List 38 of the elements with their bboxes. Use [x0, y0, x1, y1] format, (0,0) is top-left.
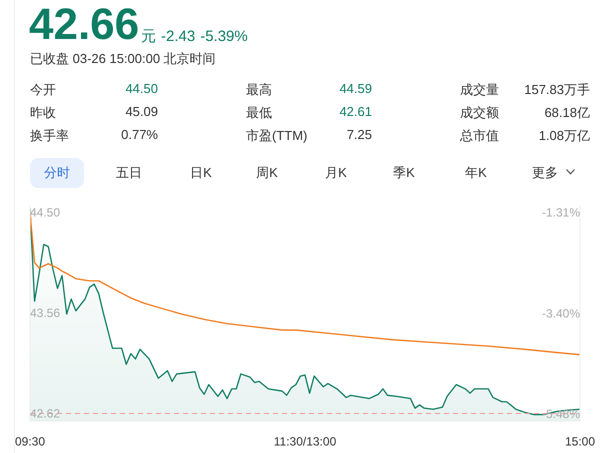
x-tick-label: 15:00	[564, 434, 596, 449]
text: 日K	[190, 165, 212, 180]
text: 更多	[532, 165, 558, 180]
chart-subtitle: 已收盘 03-26 15:00:00 北京时间	[30, 50, 216, 68]
text: 五日	[116, 165, 142, 180]
chart-title: 42.66	[29, 0, 140, 49]
text: 成交量	[460, 81, 499, 99]
text: -2.43	[161, 28, 196, 45]
text: 42.61	[339, 104, 372, 119]
text: 总市值	[460, 127, 499, 145]
x-tick-label: 11:30/13:00	[274, 434, 337, 449]
text: 最低	[246, 104, 272, 122]
text: 44.50	[125, 81, 158, 96]
text: 周K	[256, 165, 278, 180]
text: 年K	[465, 165, 487, 180]
y2-tick-label: -3.40%	[542, 306, 580, 320]
y2-tick-label: -1.31%	[542, 205, 580, 220]
text: 68.18亿	[544, 104, 590, 122]
text: 45.09	[125, 104, 158, 119]
text: 分时	[44, 165, 70, 180]
text: 元	[141, 28, 156, 45]
x-tick-label: 09:30	[14, 434, 46, 449]
text: 1.08万亿	[538, 127, 590, 145]
text: 最高	[246, 81, 272, 99]
text: 成交额	[460, 104, 499, 122]
text: 0.77%	[121, 127, 158, 142]
text: 7.25	[346, 127, 372, 142]
text: -5.39%	[200, 28, 248, 45]
text: 月K	[325, 165, 347, 180]
text: 今开	[30, 81, 56, 99]
y-tick-label: 43.56	[30, 306, 60, 320]
text: 昨收	[30, 104, 56, 122]
text: 季K	[393, 165, 415, 180]
text: 市盈(TTM)	[246, 127, 308, 145]
text: 44.59	[339, 81, 372, 96]
text: 换手率	[30, 127, 69, 145]
text: 157.83万手	[524, 81, 590, 99]
y-tick-label: 42.62	[30, 406, 60, 421]
